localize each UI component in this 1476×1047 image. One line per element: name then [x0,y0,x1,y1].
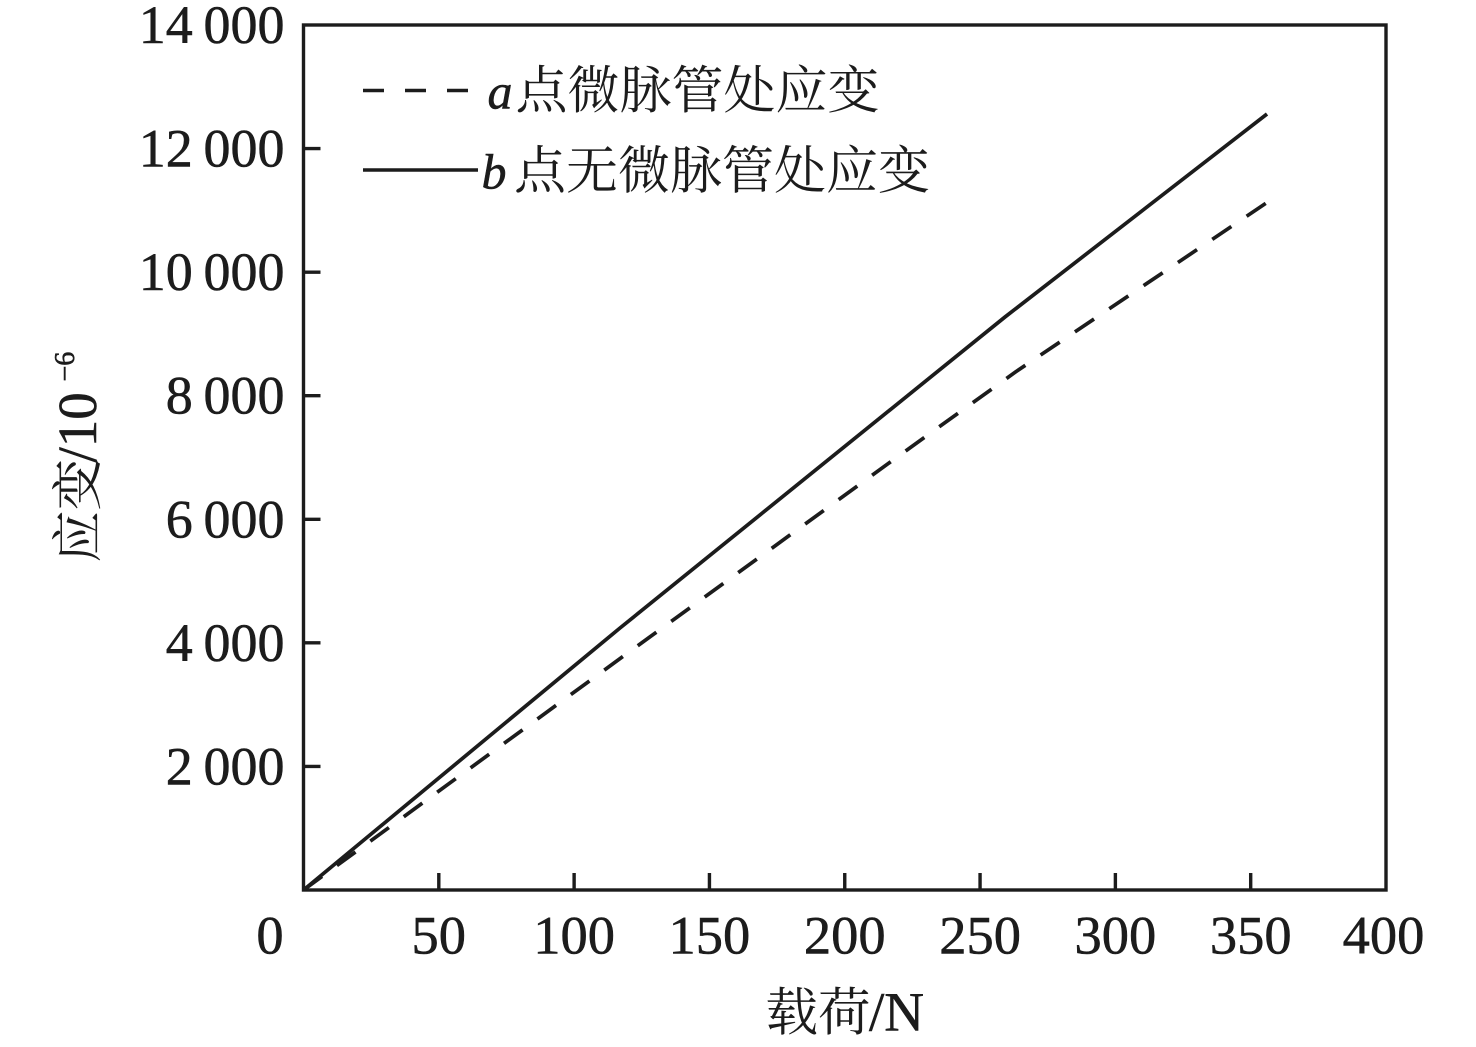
svg-text:100: 100 [533,904,615,965]
svg-text:400: 400 [1343,904,1425,965]
svg-text:350: 350 [1210,904,1292,965]
svg-text:150: 150 [669,904,751,965]
svg-text:−6: −6 [50,352,81,382]
svg-text:300: 300 [1075,904,1157,965]
svg-text:200: 200 [804,904,886,965]
svg-text:50: 50 [412,904,467,965]
svg-text:10 000: 10 000 [139,242,285,302]
svg-text:8 000: 8 000 [166,366,285,426]
svg-text:/N: /N [869,982,924,1043]
svg-text:250: 250 [939,904,1021,965]
svg-text:12 000: 12 000 [139,119,285,179]
svg-text:b: b [482,144,507,200]
svg-text:2 000: 2 000 [166,736,285,796]
svg-text:0: 0 [256,904,283,965]
svg-text:a: a [488,63,513,119]
svg-text:6 000: 6 000 [166,489,285,549]
svg-text:14 000: 14 000 [139,0,285,55]
svg-text:4 000: 4 000 [166,613,285,673]
svg-text:/10: /10 [47,392,108,462]
